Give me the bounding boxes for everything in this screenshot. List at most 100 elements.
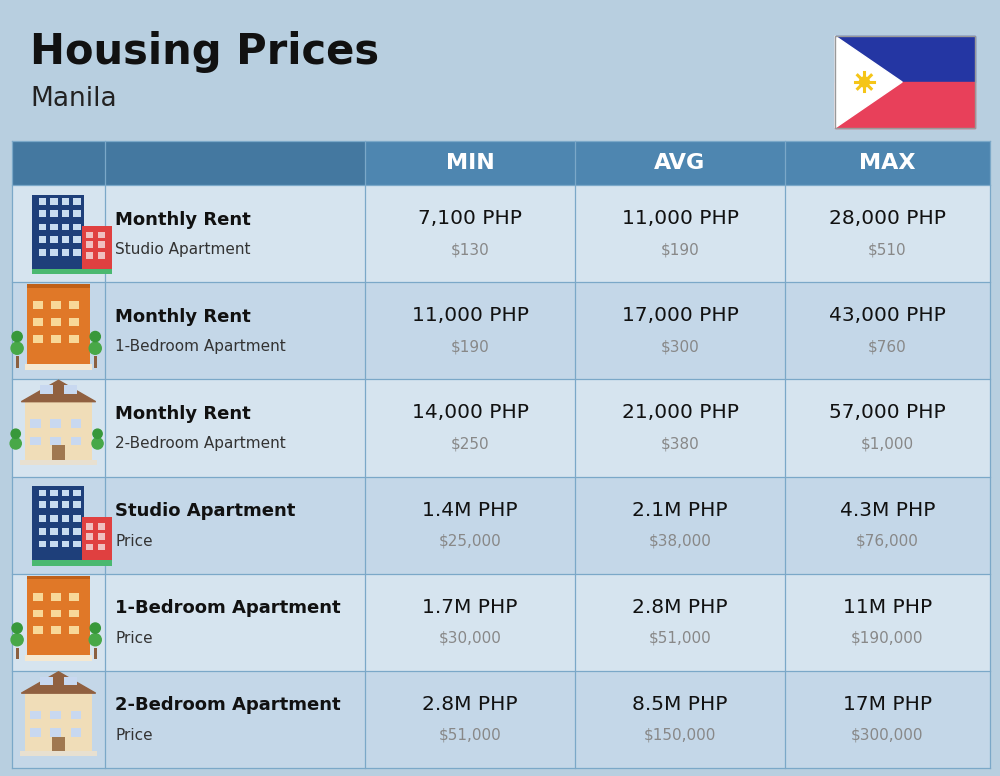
FancyBboxPatch shape — [62, 236, 69, 243]
Circle shape — [11, 634, 23, 646]
Polygon shape — [21, 380, 96, 402]
Text: 1.4M PHP: 1.4M PHP — [422, 501, 518, 520]
Text: 11M PHP: 11M PHP — [843, 598, 932, 617]
FancyBboxPatch shape — [73, 501, 81, 508]
FancyBboxPatch shape — [50, 728, 61, 737]
FancyBboxPatch shape — [69, 301, 79, 309]
FancyBboxPatch shape — [50, 528, 58, 535]
Text: 28,000 PHP: 28,000 PHP — [829, 209, 946, 228]
Text: $510: $510 — [868, 242, 907, 257]
FancyBboxPatch shape — [73, 236, 81, 243]
FancyBboxPatch shape — [50, 437, 61, 445]
FancyBboxPatch shape — [39, 223, 46, 230]
FancyBboxPatch shape — [50, 541, 58, 547]
Text: $25,000: $25,000 — [439, 534, 501, 549]
FancyBboxPatch shape — [73, 541, 81, 547]
FancyBboxPatch shape — [51, 301, 61, 309]
Circle shape — [12, 331, 22, 341]
Circle shape — [10, 438, 21, 449]
FancyBboxPatch shape — [51, 334, 61, 342]
FancyBboxPatch shape — [50, 249, 58, 256]
FancyBboxPatch shape — [51, 626, 61, 634]
Text: Price: Price — [115, 534, 153, 549]
Text: Monthly Rent: Monthly Rent — [115, 405, 251, 423]
Text: Studio Apartment: Studio Apartment — [115, 502, 295, 520]
Text: $38,000: $38,000 — [649, 534, 711, 549]
FancyBboxPatch shape — [30, 728, 41, 737]
Circle shape — [93, 429, 102, 438]
FancyBboxPatch shape — [86, 252, 93, 259]
FancyBboxPatch shape — [50, 501, 58, 508]
FancyBboxPatch shape — [39, 515, 46, 521]
FancyBboxPatch shape — [62, 541, 69, 547]
Polygon shape — [835, 82, 975, 128]
FancyBboxPatch shape — [33, 301, 43, 309]
FancyBboxPatch shape — [39, 249, 46, 256]
FancyBboxPatch shape — [64, 677, 77, 685]
Text: $190: $190 — [661, 242, 699, 257]
FancyBboxPatch shape — [25, 693, 92, 751]
Text: MAX: MAX — [859, 153, 916, 173]
Text: $30,000: $30,000 — [439, 631, 501, 646]
FancyBboxPatch shape — [365, 141, 575, 185]
FancyBboxPatch shape — [30, 419, 41, 428]
FancyBboxPatch shape — [25, 364, 92, 369]
FancyBboxPatch shape — [69, 610, 79, 618]
FancyBboxPatch shape — [33, 626, 43, 634]
FancyBboxPatch shape — [94, 647, 97, 659]
Text: Manila: Manila — [30, 86, 117, 112]
FancyBboxPatch shape — [62, 210, 69, 217]
FancyBboxPatch shape — [69, 593, 79, 601]
Circle shape — [859, 77, 869, 87]
FancyBboxPatch shape — [40, 385, 53, 394]
FancyBboxPatch shape — [785, 141, 990, 185]
FancyBboxPatch shape — [39, 541, 46, 547]
FancyBboxPatch shape — [62, 198, 69, 205]
Text: 11,000 PHP: 11,000 PHP — [412, 307, 528, 325]
Text: 4.3M PHP: 4.3M PHP — [840, 501, 935, 520]
FancyBboxPatch shape — [51, 593, 61, 601]
FancyBboxPatch shape — [71, 419, 81, 428]
FancyBboxPatch shape — [86, 543, 93, 550]
FancyBboxPatch shape — [39, 236, 46, 243]
Polygon shape — [835, 36, 902, 128]
FancyBboxPatch shape — [50, 236, 58, 243]
FancyBboxPatch shape — [52, 445, 65, 460]
FancyBboxPatch shape — [51, 610, 61, 618]
Text: 1.7M PHP: 1.7M PHP — [422, 598, 518, 617]
FancyBboxPatch shape — [73, 515, 81, 521]
FancyBboxPatch shape — [12, 185, 990, 282]
Text: 11,000 PHP: 11,000 PHP — [622, 209, 738, 228]
FancyBboxPatch shape — [39, 501, 46, 508]
FancyBboxPatch shape — [16, 356, 19, 368]
Text: 1-Bedroom Apartment: 1-Bedroom Apartment — [115, 339, 286, 355]
FancyBboxPatch shape — [39, 528, 46, 535]
FancyBboxPatch shape — [69, 334, 79, 342]
FancyBboxPatch shape — [62, 249, 69, 256]
FancyBboxPatch shape — [30, 711, 41, 719]
FancyBboxPatch shape — [27, 284, 90, 288]
FancyBboxPatch shape — [64, 385, 77, 394]
Text: 8.5M PHP: 8.5M PHP — [632, 695, 728, 714]
FancyBboxPatch shape — [82, 560, 112, 566]
FancyBboxPatch shape — [50, 198, 58, 205]
FancyBboxPatch shape — [71, 728, 81, 737]
Text: $1,000: $1,000 — [861, 436, 914, 452]
FancyBboxPatch shape — [73, 528, 81, 535]
Text: Price: Price — [115, 728, 153, 743]
Polygon shape — [835, 36, 975, 82]
Text: 2.8M PHP: 2.8M PHP — [422, 695, 518, 714]
Text: 43,000 PHP: 43,000 PHP — [829, 307, 946, 325]
FancyBboxPatch shape — [62, 490, 69, 497]
Circle shape — [89, 634, 101, 646]
Text: 17,000 PHP: 17,000 PHP — [622, 307, 738, 325]
Text: 7,100 PHP: 7,100 PHP — [418, 209, 522, 228]
Text: AVG: AVG — [654, 153, 706, 173]
Text: $51,000: $51,000 — [439, 728, 501, 743]
FancyBboxPatch shape — [39, 198, 46, 205]
Circle shape — [92, 438, 103, 449]
FancyBboxPatch shape — [12, 379, 990, 476]
Text: $250: $250 — [451, 436, 489, 452]
FancyBboxPatch shape — [33, 593, 43, 601]
Circle shape — [11, 342, 23, 355]
